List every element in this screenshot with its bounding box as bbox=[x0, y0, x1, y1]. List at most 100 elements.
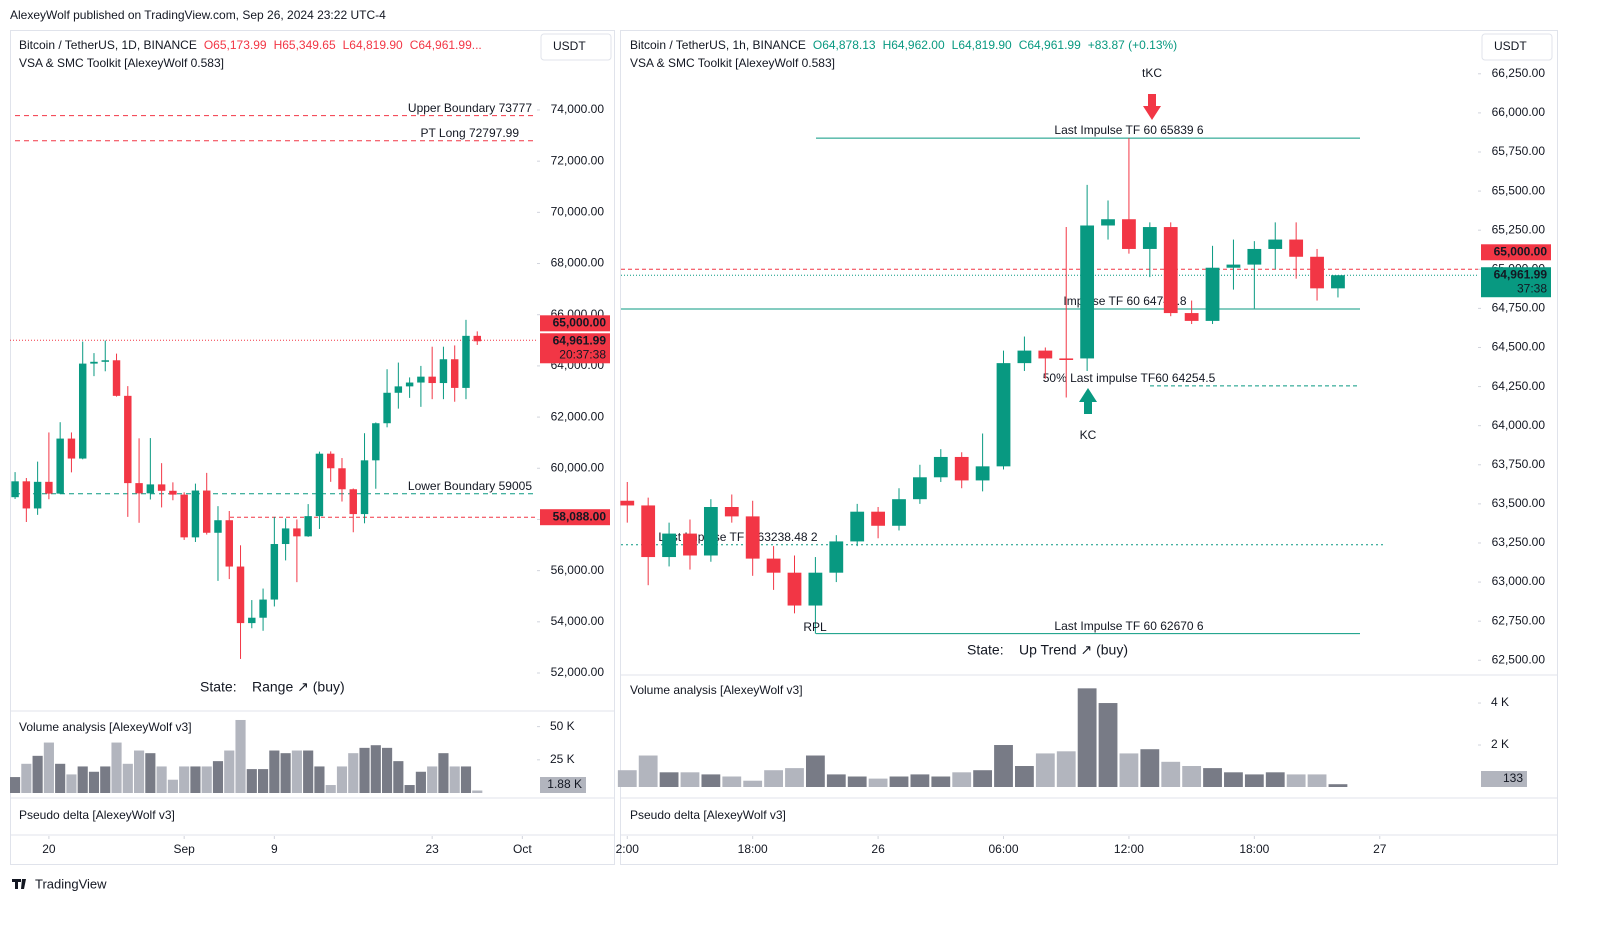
x-tick-label: 06:00 bbox=[988, 842, 1018, 856]
y-tick-label: 63,000.00 bbox=[1492, 574, 1546, 588]
volume-bar bbox=[931, 776, 951, 787]
candle-body bbox=[1331, 275, 1345, 289]
candle-body bbox=[67, 438, 76, 459]
candle-body bbox=[11, 481, 19, 498]
volume-bar bbox=[134, 750, 145, 793]
candle-body bbox=[338, 468, 346, 490]
candle-body bbox=[1163, 227, 1178, 314]
volume-bar bbox=[190, 766, 201, 793]
candle-body bbox=[1142, 227, 1157, 249]
volume-bar bbox=[325, 785, 336, 793]
candle-body bbox=[78, 363, 87, 459]
candle-body bbox=[1038, 350, 1053, 359]
signal-label: KC bbox=[1080, 428, 1097, 442]
candle-body bbox=[1122, 219, 1136, 249]
volume-bar bbox=[952, 772, 972, 787]
volume-bar bbox=[743, 780, 763, 787]
tv-logo bbox=[12, 879, 26, 889]
volume-bar bbox=[258, 769, 269, 793]
volume-bar bbox=[460, 766, 472, 793]
signal-label: RPL bbox=[803, 620, 827, 634]
symbol-header: Bitcoin / TetherUS, 1h, BINANCE O64,878.1… bbox=[630, 38, 1177, 52]
candle-body bbox=[829, 541, 844, 573]
volume-bar bbox=[638, 755, 658, 787]
x-tick-label: 18:00 bbox=[738, 842, 768, 856]
candle-body bbox=[225, 520, 233, 567]
x-tick-label: 20 bbox=[42, 842, 56, 856]
candle-body bbox=[933, 456, 948, 478]
ohlc-value: L64,819.90 bbox=[952, 38, 1012, 52]
candle-body bbox=[360, 460, 369, 515]
price-tag-label: 65,000.00 bbox=[1494, 244, 1548, 258]
candle-body bbox=[1310, 256, 1324, 289]
volume-last-tag bbox=[1481, 771, 1527, 787]
arrow-up bbox=[1079, 388, 1097, 414]
volume-tick-label: 50 K bbox=[550, 719, 575, 733]
candle-body bbox=[372, 423, 380, 461]
x-tick-label: 18:00 bbox=[1239, 842, 1269, 856]
volume-bar bbox=[314, 766, 325, 793]
candle-body bbox=[450, 359, 459, 388]
volume-bar bbox=[145, 753, 156, 793]
volume-bar bbox=[1035, 753, 1055, 787]
ohlc-value: H65,349.65 bbox=[274, 38, 336, 52]
volume-bar bbox=[1307, 774, 1327, 787]
volume-bar bbox=[404, 785, 415, 793]
candle-body bbox=[1059, 358, 1074, 360]
candle-body bbox=[157, 484, 166, 491]
volume-bar bbox=[382, 747, 393, 793]
volume-bar bbox=[994, 745, 1013, 787]
currency-button[interactable] bbox=[1481, 33, 1553, 61]
x-tick-label: 26 bbox=[871, 842, 885, 856]
volume-bar bbox=[359, 747, 370, 793]
volume-bar bbox=[680, 772, 700, 787]
annotation-label: Last Impulse TF 60 65839 6 bbox=[1054, 123, 1204, 137]
volume-bar bbox=[1098, 703, 1118, 787]
volume-bar bbox=[826, 774, 846, 787]
volume-bar bbox=[88, 771, 100, 793]
volume-bar bbox=[224, 750, 235, 793]
volume-bar bbox=[269, 750, 280, 793]
x-tick-label: 2:00 bbox=[616, 842, 640, 856]
price-tag bbox=[540, 315, 610, 332]
candle-body bbox=[641, 505, 656, 558]
volume-last-label: 1.88 K bbox=[547, 777, 582, 791]
currency-button[interactable] bbox=[540, 33, 612, 61]
volume-last-label: 133 bbox=[1503, 771, 1523, 785]
price-tag bbox=[1481, 267, 1551, 298]
volume-bar bbox=[32, 755, 43, 793]
candle-body bbox=[662, 533, 676, 558]
annotation-label: Last Impulse TF 60 62670 6 bbox=[1054, 619, 1204, 633]
candle-body bbox=[304, 516, 312, 537]
candle-body bbox=[202, 490, 211, 533]
candle-body bbox=[892, 499, 906, 526]
y-tick-label: 62,000.00 bbox=[551, 409, 605, 423]
candle-body bbox=[383, 392, 391, 424]
volume-bar bbox=[212, 761, 224, 793]
y-tick-label: 64,750.00 bbox=[1492, 301, 1546, 315]
volume-bar bbox=[659, 772, 679, 787]
volume-bar bbox=[722, 776, 742, 787]
volume-bar bbox=[235, 719, 246, 793]
x-tick-label: 9 bbox=[271, 842, 278, 856]
volume-bar bbox=[77, 766, 88, 793]
y-tick-label: 60,000.00 bbox=[551, 460, 605, 474]
volume-bar bbox=[973, 770, 993, 787]
volume-bar bbox=[889, 776, 909, 787]
symbol-header: Bitcoin / TetherUS, 1D, BINANCE O65,173.9… bbox=[19, 38, 482, 52]
currency-label[interactable]: USDT bbox=[1494, 39, 1527, 53]
candle-body bbox=[214, 520, 222, 533]
volume-bar bbox=[1077, 688, 1097, 787]
candle-body bbox=[808, 572, 823, 606]
currency-label[interactable]: USDT bbox=[553, 39, 586, 53]
state-label: State: bbox=[200, 679, 237, 695]
volume-bar bbox=[10, 777, 21, 793]
price-tag bbox=[540, 509, 610, 526]
candle-body bbox=[1184, 313, 1199, 321]
candle-body bbox=[270, 544, 279, 600]
candle-body bbox=[56, 438, 64, 494]
price-tag-label: 58,088.00 bbox=[553, 509, 607, 523]
y-tick-label: 63,750.00 bbox=[1492, 457, 1546, 471]
volume-bar bbox=[122, 763, 133, 793]
candle-body bbox=[1101, 219, 1115, 226]
